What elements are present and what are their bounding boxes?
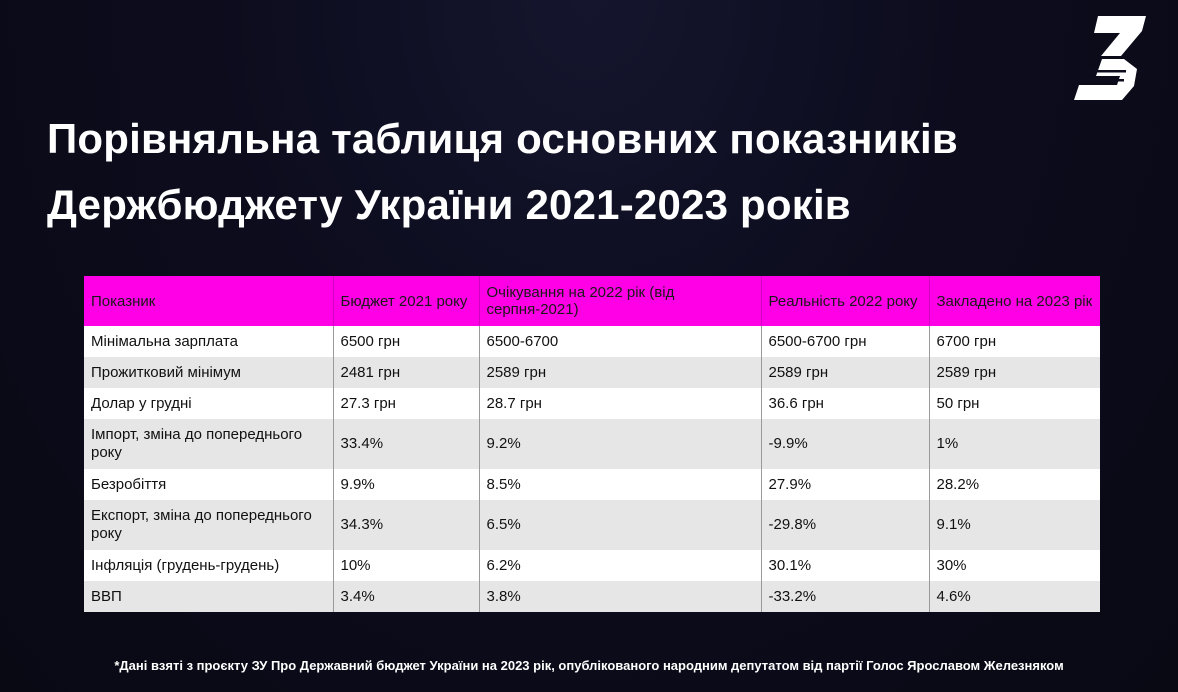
table-body: Мінімальна зарплата 6500 грн 6500-6700 6… xyxy=(84,326,1100,612)
table-cell: 9.1% xyxy=(929,500,1100,550)
table-row: Імпорт, зміна до попереднього року 33.4%… xyxy=(84,419,1100,469)
table-cell: 8.5% xyxy=(479,469,762,500)
table-cell: 6500-6700 xyxy=(479,326,762,357)
table-cell: ВВП xyxy=(84,581,334,612)
table-cell: 27.9% xyxy=(761,469,930,500)
table-cell: 9.2% xyxy=(479,419,762,469)
table-cell: 2589 грн xyxy=(479,357,762,388)
budget-comparison-table: Показник Бюджет 2021 року Очікування на … xyxy=(84,276,1100,612)
table-cell: 30.1% xyxy=(761,550,930,581)
table-cell: 9.9% xyxy=(333,469,480,500)
table-cell: 6.5% xyxy=(479,500,762,550)
column-header-expected-2022: Очікування на 2022 рік (від серпня-2021) xyxy=(479,276,762,326)
table-cell: 34.3% xyxy=(333,500,480,550)
table-cell: -9.9% xyxy=(761,419,930,469)
table-header-row: Показник Бюджет 2021 року Очікування на … xyxy=(84,276,1100,326)
table-row: Інфляція (грудень-грудень) 10% 6.2% 30.1… xyxy=(84,550,1100,581)
table-cell: 6.2% xyxy=(479,550,762,581)
table-cell: 2589 грн xyxy=(761,357,930,388)
table-cell: 6500-6700 грн xyxy=(761,326,930,357)
column-header-indicator: Показник xyxy=(84,276,334,326)
table-row: ВВП 3.4% 3.8% -33.2% 4.6% xyxy=(84,581,1100,612)
page-title-line-1: Порівняльна таблиця основних показників xyxy=(47,115,958,162)
table-cell: 3.4% xyxy=(333,581,480,612)
table-cell: -33.2% xyxy=(761,581,930,612)
table-cell: 2481 грн xyxy=(333,357,480,388)
table-row: Мінімальна зарплата 6500 грн 6500-6700 6… xyxy=(84,326,1100,357)
table-cell: Прожитковий мінімум xyxy=(84,357,334,388)
column-header-planned-2023: Закладено на 2023 рік xyxy=(929,276,1100,326)
table-cell: 6700 грн xyxy=(929,326,1100,357)
table-cell: Мінімальна зарплата xyxy=(84,326,334,357)
table-header: Показник Бюджет 2021 року Очікування на … xyxy=(84,276,1100,326)
table-cell: Інфляція (грудень-грудень) xyxy=(84,550,334,581)
source-footnote: *Дані взяті з проєкту ЗУ Про Державний б… xyxy=(114,658,1064,673)
table-cell: 50 грн xyxy=(929,388,1100,419)
table-cell: -29.8% xyxy=(761,500,930,550)
column-header-budget-2021: Бюджет 2021 року xyxy=(333,276,480,326)
table-cell: Долар у грудні xyxy=(84,388,334,419)
table-cell: 3.8% xyxy=(479,581,762,612)
table-cell: 28.2% xyxy=(929,469,1100,500)
table-cell: 1% xyxy=(929,419,1100,469)
table-cell: 6500 грн xyxy=(333,326,480,357)
table-cell: 28.7 грн xyxy=(479,388,762,419)
page-title: Порівняльна таблиця основних показників … xyxy=(47,106,958,238)
table-cell: Експорт, зміна до попереднього року xyxy=(84,500,334,550)
z-logo-icon xyxy=(1074,16,1146,100)
table-cell: 10% xyxy=(333,550,480,581)
column-header-actual-2022: Реальність 2022 року xyxy=(761,276,930,326)
table-cell: 2589 грн xyxy=(929,357,1100,388)
table-row: Безробіття 9.9% 8.5% 27.9% 28.2% xyxy=(84,469,1100,500)
table-cell: 4.6% xyxy=(929,581,1100,612)
page-title-line-2: Держбюджету України 2021-2023 років xyxy=(47,181,851,228)
table-row: Долар у грудні 27.3 грн 28.7 грн 36.6 гр… xyxy=(84,388,1100,419)
table-cell: 30% xyxy=(929,550,1100,581)
table-cell: 27.3 грн xyxy=(333,388,480,419)
table-cell: Безробіття xyxy=(84,469,334,500)
table-row: Прожитковий мінімум 2481 грн 2589 грн 25… xyxy=(84,357,1100,388)
table-row: Експорт, зміна до попереднього року 34.3… xyxy=(84,500,1100,550)
table-cell: 33.4% xyxy=(333,419,480,469)
table-cell: 36.6 грн xyxy=(761,388,930,419)
table-cell: Імпорт, зміна до попереднього року xyxy=(84,419,334,469)
